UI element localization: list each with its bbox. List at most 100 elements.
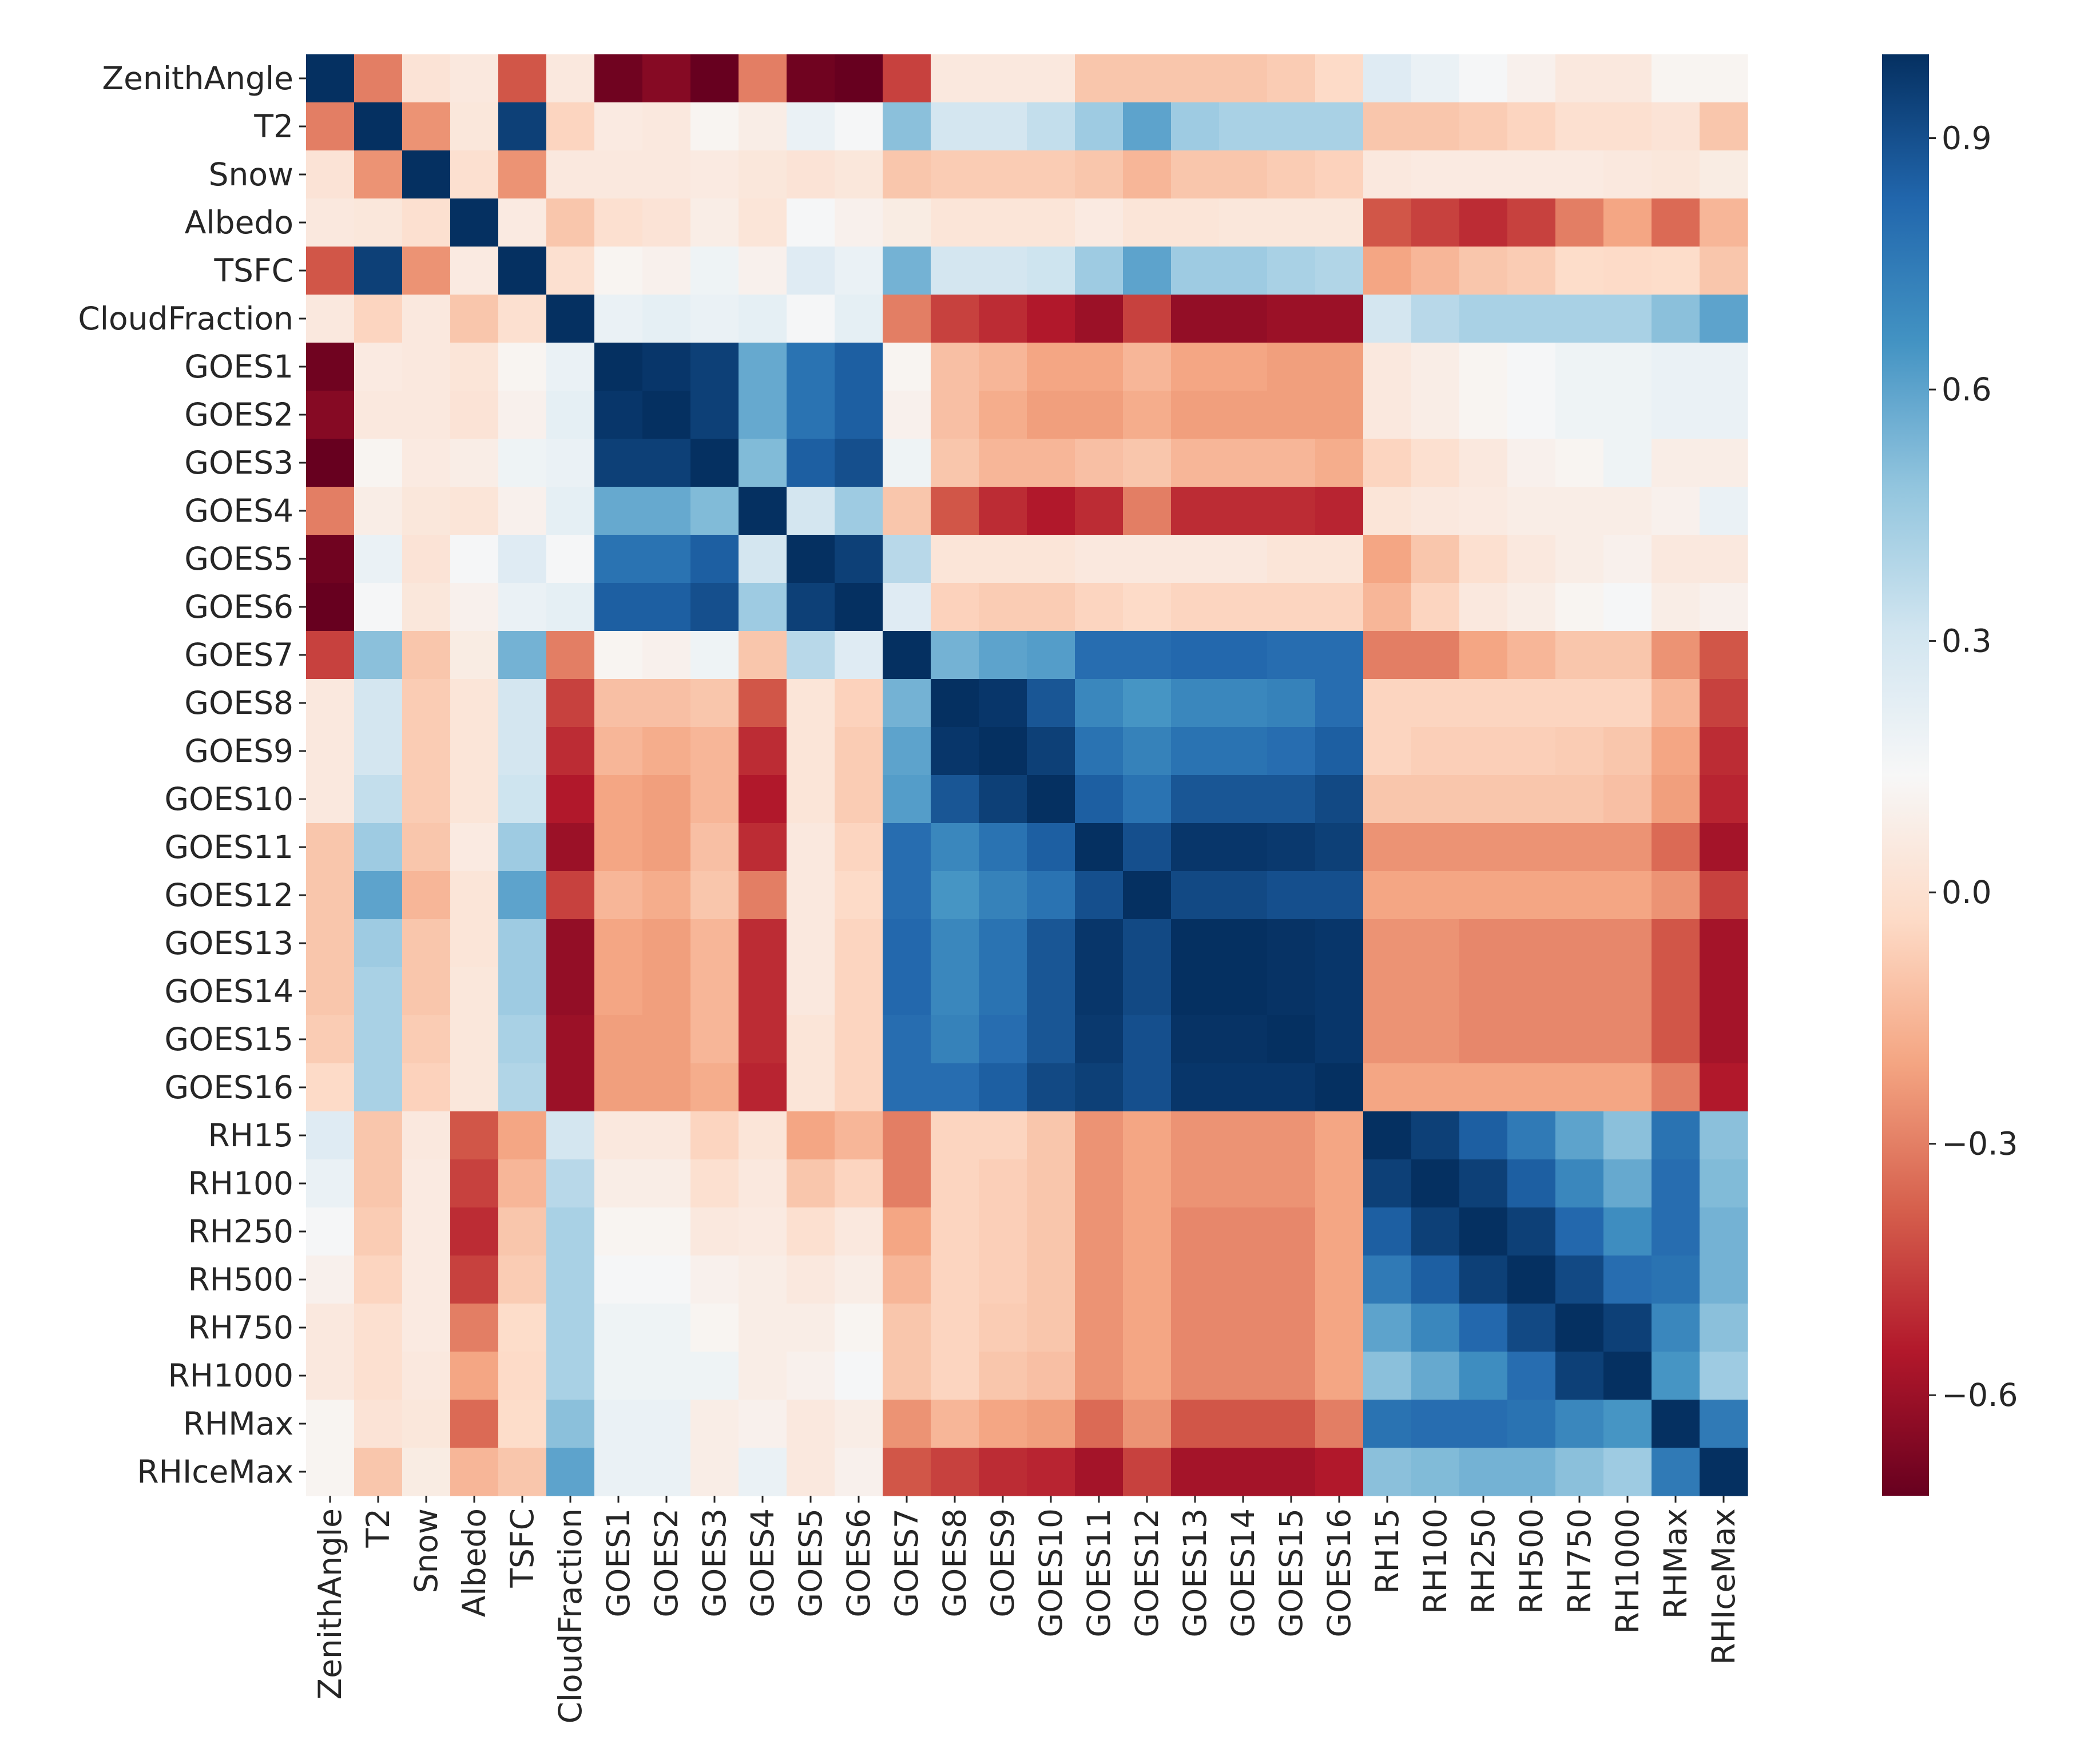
heatmap-cell: [1555, 1159, 1604, 1208]
heatmap-cell: [354, 583, 403, 631]
heatmap-cell: [1315, 775, 1364, 824]
row-label: RHMax: [183, 1405, 293, 1442]
heatmap-cell: [1459, 1400, 1508, 1448]
heatmap-cell: [1411, 1400, 1460, 1448]
heatmap-cell: [498, 727, 547, 776]
heatmap-cell: [1363, 1304, 1412, 1352]
heatmap-cell: [1027, 727, 1075, 776]
heatmap-cell: [1652, 919, 1700, 968]
heatmap-cell: [306, 439, 355, 487]
heatmap-cell: [690, 1256, 739, 1304]
heatmap-cell: [690, 1207, 739, 1256]
heatmap-cell: [498, 343, 547, 391]
heatmap-cell: [1123, 871, 1172, 920]
heatmap-cell: [1411, 1015, 1460, 1064]
heatmap-cell: [450, 1159, 499, 1208]
row-labels: ZenithAngle T2 Snow Albedo TSFC CloudFraction…: [78, 60, 306, 1490]
heatmap-cell: [306, 823, 355, 872]
heatmap-cell: [402, 295, 451, 343]
heatmap-cell: [835, 102, 883, 151]
heatmap-cell: [1267, 150, 1316, 199]
heatmap-cell: [546, 54, 595, 103]
heatmap-cell: [931, 967, 979, 1016]
heatmap-cell: [354, 1159, 403, 1208]
heatmap-cell: [979, 679, 1027, 728]
column-label: GOES16: [1321, 1508, 1357, 1638]
heatmap-cell: [1652, 631, 1700, 680]
heatmap-cell: [642, 1159, 691, 1208]
heatmap-cell: [1027, 1207, 1075, 1256]
heatmap-cell: [1123, 1448, 1172, 1496]
heatmap-cell: [402, 967, 451, 1016]
heatmap-cell: [1459, 679, 1508, 728]
heatmap-cell: [354, 343, 403, 391]
heatmap-cell: [642, 150, 691, 199]
heatmap-cell: [594, 631, 643, 680]
heatmap-cell: [1700, 823, 1748, 872]
heatmap-cell: [739, 102, 787, 151]
heatmap-cell: [1700, 1207, 1748, 1256]
heatmap-cell: [450, 631, 499, 680]
heatmap-cell: [979, 295, 1027, 343]
heatmap-cell: [1459, 535, 1508, 583]
heatmap-cell: [1027, 679, 1075, 728]
heatmap-cell: [1411, 919, 1460, 968]
row-label: Albedo: [185, 204, 293, 241]
heatmap-cell: [739, 967, 787, 1016]
heatmap-cell: [787, 1159, 835, 1208]
heatmap-cell: [1652, 535, 1700, 583]
heatmap-cell: [931, 1015, 979, 1064]
heatmap-cell: [1219, 1015, 1268, 1064]
heatmap-cell: [835, 198, 883, 247]
heatmap-cell: [546, 391, 595, 439]
heatmap-cell: [1027, 823, 1075, 872]
row-label: RH15: [208, 1117, 293, 1154]
heatmap-cell: [1315, 487, 1364, 535]
heatmap-cell: [1075, 198, 1124, 247]
heatmap-cell: [354, 1304, 403, 1352]
heatmap-cell: [1700, 871, 1748, 920]
heatmap-cell: [931, 1352, 979, 1400]
heatmap-cell: [1315, 247, 1364, 295]
heatmap-cell: [1171, 919, 1220, 968]
heatmap-cell: [979, 198, 1027, 247]
heatmap-cell: [642, 295, 691, 343]
heatmap-cell: [1459, 102, 1508, 151]
heatmap-cell: [642, 775, 691, 824]
heatmap-cell: [1027, 583, 1075, 631]
heatmap-cell: [1411, 1256, 1460, 1304]
heatmap-cell: [1555, 1304, 1604, 1352]
heatmap-cell: [546, 631, 595, 680]
heatmap-cell: [835, 967, 883, 1016]
heatmap-cell: [354, 967, 403, 1016]
heatmap-cell: [1075, 535, 1124, 583]
heatmap-cell: [1171, 583, 1220, 631]
heatmap-cell: [1603, 1304, 1652, 1352]
heatmap-cell: [498, 1448, 547, 1496]
heatmap-cell: [594, 439, 643, 487]
heatmap-cell: [1027, 1111, 1075, 1160]
heatmap-cell: [979, 1448, 1027, 1496]
heatmap-cell: [1507, 1159, 1556, 1208]
heatmap-cell: [1315, 1304, 1364, 1352]
heatmap-cell: [1075, 487, 1124, 535]
heatmap-cell: [1459, 391, 1508, 439]
heatmap-cell: [690, 919, 739, 968]
heatmap-cell: [354, 391, 403, 439]
heatmap-cell: [594, 487, 643, 535]
heatmap-cell: [546, 1448, 595, 1496]
colorbar-tick-label: −0.6: [1942, 1377, 2018, 1413]
heatmap-cell: [1411, 1207, 1460, 1256]
heatmap-cell: [1171, 1448, 1220, 1496]
heatmap-cell: [306, 1207, 355, 1256]
heatmap-cell: [1555, 1063, 1604, 1112]
heatmap-cell: [1123, 1207, 1172, 1256]
heatmap-cell: [354, 727, 403, 776]
heatmap-cell: [546, 1207, 595, 1256]
column-label: T2: [360, 1508, 396, 1548]
heatmap-cell: [979, 150, 1027, 199]
heatmap-cell: [354, 1063, 403, 1112]
heatmap-cell: [690, 1015, 739, 1064]
heatmap-cell: [1507, 487, 1556, 535]
heatmap-cell: [883, 1063, 931, 1112]
